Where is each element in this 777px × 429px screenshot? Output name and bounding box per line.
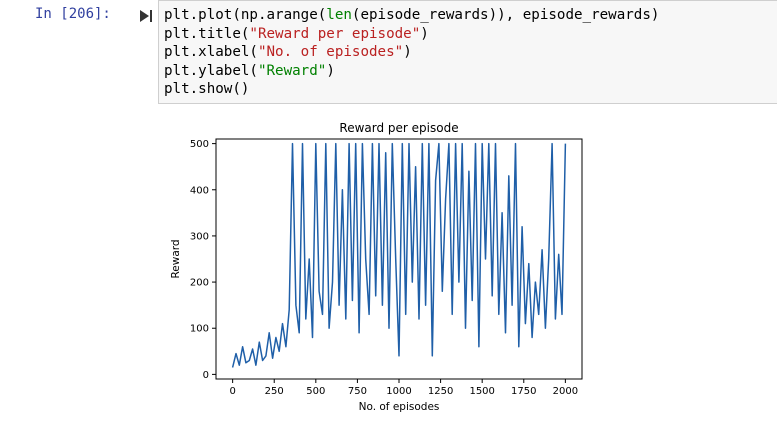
code-token: len: [326, 7, 352, 23]
code-token: plt.plot(np.arange(: [164, 7, 327, 23]
series-line-reward: [231, 142, 567, 368]
y-tick-label: 200: [190, 278, 209, 289]
x-tick-label: 2000: [553, 386, 578, 397]
code-token: plt.xlabel(: [164, 44, 258, 60]
chart-title: Reward per episode: [339, 121, 458, 135]
code-token: ): [326, 62, 335, 79]
x-axis-label: No. of episodes: [359, 401, 440, 413]
code-text[interactable]: plt.plot(np.arange(len(episode_rewards))…: [164, 6, 659, 99]
code-token: "No. of episodes": [257, 44, 404, 60]
x-tick-label: 250: [265, 386, 284, 397]
y-tick-label: 300: [190, 231, 209, 242]
x-tick-label: 1000: [386, 386, 411, 397]
x-tick-label: 1250: [428, 386, 453, 397]
code-token: plt.show(): [164, 81, 250, 97]
y-tick-label: 400: [190, 185, 209, 196]
x-tick-label: 0: [229, 386, 235, 397]
y-axis-label: Reward: [170, 239, 182, 278]
y-tick-label: 0: [203, 370, 209, 381]
x-tick-label: 500: [306, 386, 325, 397]
cell-prompt: In [206]:: [35, 6, 111, 22]
code-cell-editor[interactable]: plt.plot(np.arange(len(episode_rewards))…: [158, 0, 777, 104]
code-token: plt.ylabel(: [164, 62, 258, 79]
code-token: "Reward": [257, 62, 327, 79]
code-token: plt.title(: [164, 25, 250, 42]
y-tick-label: 100: [190, 324, 209, 335]
code-token: ): [403, 44, 412, 60]
y-tick-label: 500: [190, 139, 209, 150]
run-cell-icon[interactable]: [139, 9, 153, 23]
x-tick-label: 750: [348, 386, 367, 397]
x-tick-label: 1750: [511, 386, 536, 397]
code-token: ): [420, 25, 429, 42]
x-tick-label: 1500: [469, 386, 494, 397]
code-token: (episode_rewards)), episode_rewards): [351, 7, 660, 23]
code-token: "Reward per episode": [249, 25, 421, 42]
